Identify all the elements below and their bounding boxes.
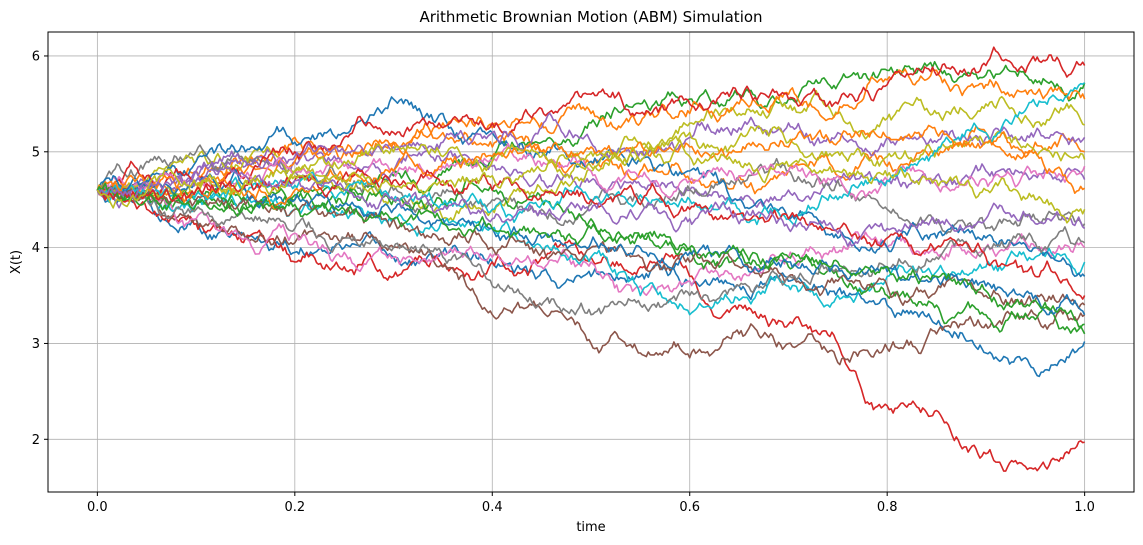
series-line-8 [96, 144, 1086, 235]
series-line-22 [96, 124, 1086, 210]
x-tick-label: 1.0 [1074, 500, 1095, 515]
plot-area-frame [47, 31, 1135, 493]
chart-title: Arithmetic Brownian Motion (ABM) Simulat… [419, 8, 762, 26]
series-line-13 [96, 176, 1085, 334]
series-line-14 [96, 46, 1086, 195]
series-line-11 [96, 96, 1086, 278]
x-tick-label: 0.8 [877, 500, 898, 515]
y-tick-label: 4 [32, 241, 40, 256]
tick-layer: 0.0 0.2 0.4 0.6 0.8 1.0 2 3 4 5 6 [32, 49, 1095, 515]
series-line-6 [96, 187, 1086, 366]
y-tick-label: 5 [32, 145, 40, 160]
series-line-18 [97, 183, 1086, 316]
series-line-26 [96, 139, 1086, 224]
y-tick-label: 2 [32, 433, 40, 448]
series-line-23 [96, 182, 1086, 335]
series-line-25 [96, 166, 1086, 247]
x-axis-title: time [576, 520, 605, 535]
series-line-1 [96, 189, 1086, 378]
series-layer [96, 46, 1086, 472]
y-tick-label: 3 [32, 337, 40, 352]
x-tick-label: 0.2 [284, 500, 305, 515]
y-tick-label: 6 [32, 49, 40, 64]
x-tick-label: 0.4 [482, 500, 503, 515]
x-tick-label: 0.0 [87, 500, 108, 515]
y-axis-title: X(t) [9, 250, 24, 274]
series-line-5 [96, 148, 1086, 209]
x-tick-label: 0.6 [679, 500, 700, 515]
